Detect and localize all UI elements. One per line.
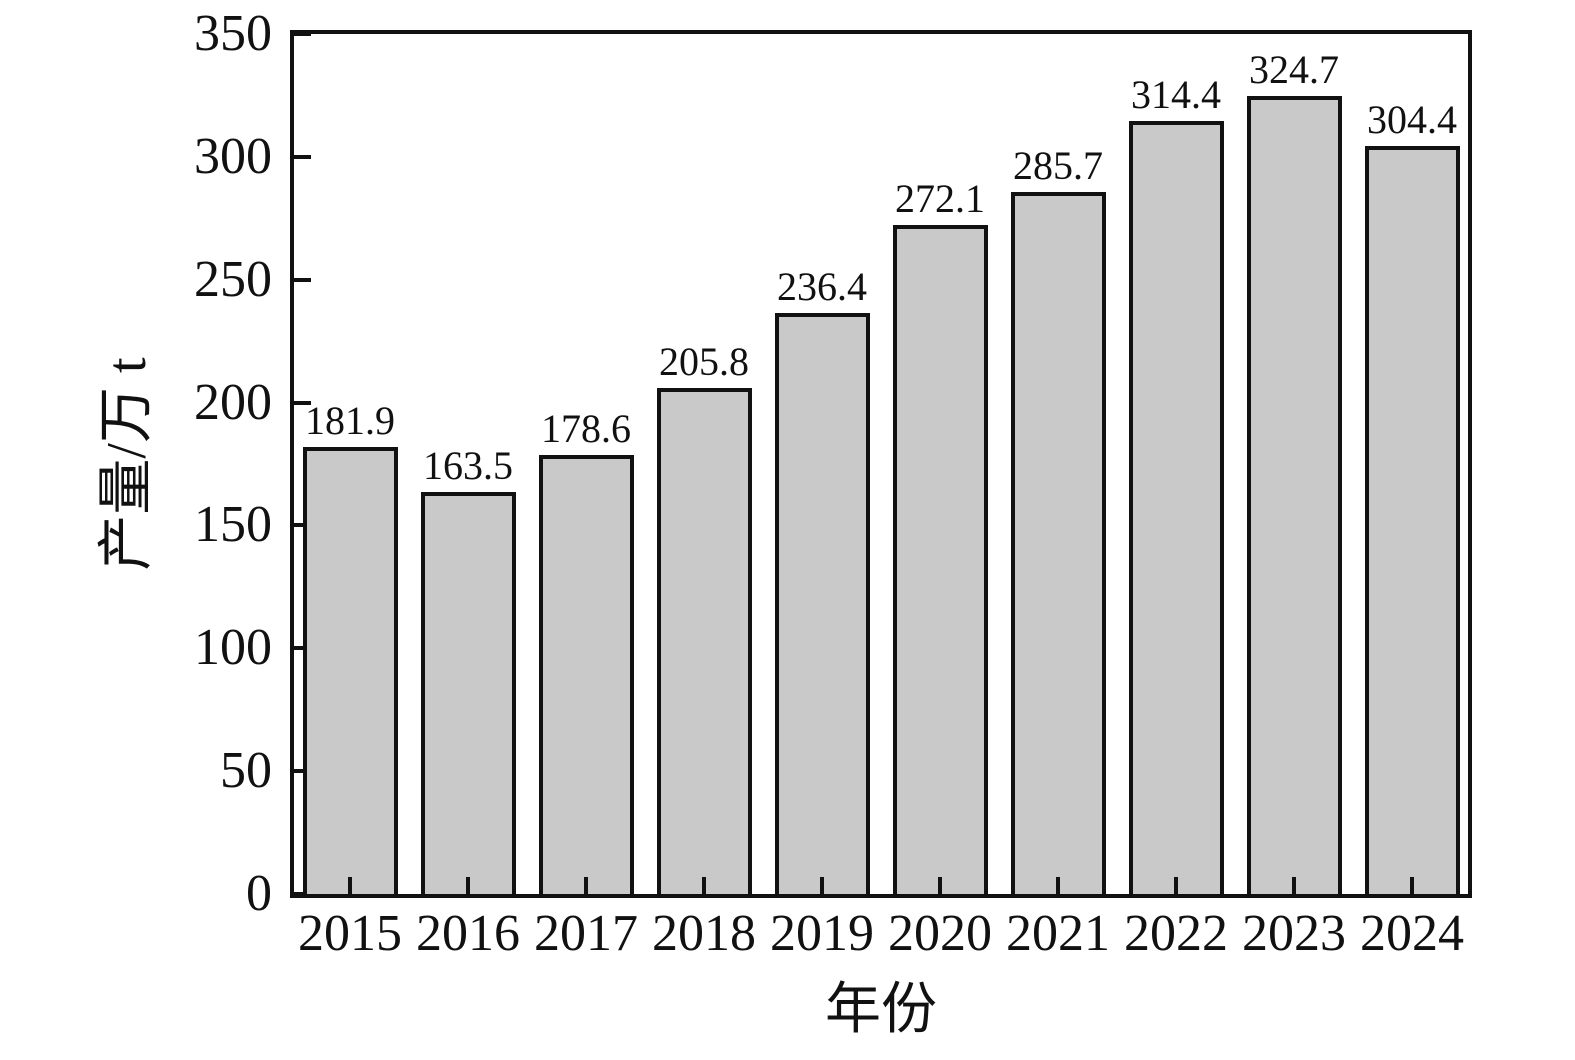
x-tick-label-2023: 2023	[1242, 905, 1346, 962]
y-tick-label-300: 300	[194, 127, 272, 185]
y-tick-0	[294, 892, 311, 896]
bar-2018	[656, 388, 752, 894]
bar-2015	[302, 447, 398, 894]
bar-value-label-2020: 272.1	[895, 176, 985, 222]
x-tick-2022	[1174, 877, 1178, 894]
y-tick-label-150: 150	[194, 496, 272, 554]
plot-area: 181.9 163.5 178.6 205.8 236.4 272.1 285.7 314.4…	[290, 30, 1472, 898]
y-tick-label-50: 50	[220, 742, 272, 800]
x-tick-label-2017: 2017	[534, 905, 638, 962]
x-tick-2017	[584, 877, 588, 894]
bar-value-label-2017: 178.6	[541, 406, 631, 452]
x-tick-2015	[348, 877, 352, 894]
x-tick-2021	[1056, 877, 1060, 894]
x-tick-label-2021: 2021	[1006, 905, 1110, 962]
y-tick-label-200: 200	[194, 373, 272, 431]
x-tick-2020	[938, 877, 942, 894]
x-tick-label-2019: 2019	[770, 905, 874, 962]
bar-2023	[1246, 96, 1342, 894]
bar-2019	[774, 313, 870, 894]
bar-2017	[538, 455, 634, 894]
x-tick-2023	[1292, 877, 1296, 894]
bar-2020	[892, 225, 988, 894]
bar-value-label-2019: 236.4	[777, 264, 867, 310]
y-tick-label-250: 250	[194, 250, 272, 308]
x-tick-label-2015: 2015	[298, 905, 402, 962]
x-tick-label-2016: 2016	[416, 905, 520, 962]
y-tick-200	[294, 400, 311, 405]
bar-value-label-2023: 324.7	[1249, 47, 1339, 93]
x-tick-label-2022: 2022	[1124, 905, 1228, 962]
bar-2024	[1364, 146, 1460, 894]
bar-value-label-2021: 285.7	[1013, 143, 1103, 188]
x-tick-label-2018: 2018	[652, 905, 756, 962]
y-tick-label-350: 350	[194, 5, 272, 62]
x-tick-label-2020: 2020	[888, 905, 992, 962]
x-tick-2018	[702, 877, 706, 894]
bar-value-label-2015: 181.9	[305, 398, 395, 444]
bar-2022	[1128, 121, 1224, 894]
bar-2016	[420, 492, 516, 894]
x-tick-label-2024: 2024	[1360, 905, 1464, 962]
bar-value-label-2018: 205.8	[659, 339, 749, 385]
x-tick-2024	[1410, 877, 1414, 894]
x-tick-2016	[466, 877, 470, 894]
y-tick-250	[294, 277, 311, 282]
bar-value-label-2022: 314.4	[1131, 72, 1221, 118]
x-axis-title: 年份	[825, 979, 937, 1041]
bar-2021	[1010, 192, 1106, 894]
bar-value-label-2016: 163.5	[423, 443, 513, 489]
y-tick-300	[294, 154, 311, 159]
x-tick-2019	[820, 877, 824, 894]
y-tick-label-100: 100	[194, 619, 272, 677]
y-tick-350	[294, 32, 311, 36]
y-tick-label-0: 0	[246, 865, 272, 922]
bar-value-label-2024: 304.4	[1367, 97, 1457, 143]
